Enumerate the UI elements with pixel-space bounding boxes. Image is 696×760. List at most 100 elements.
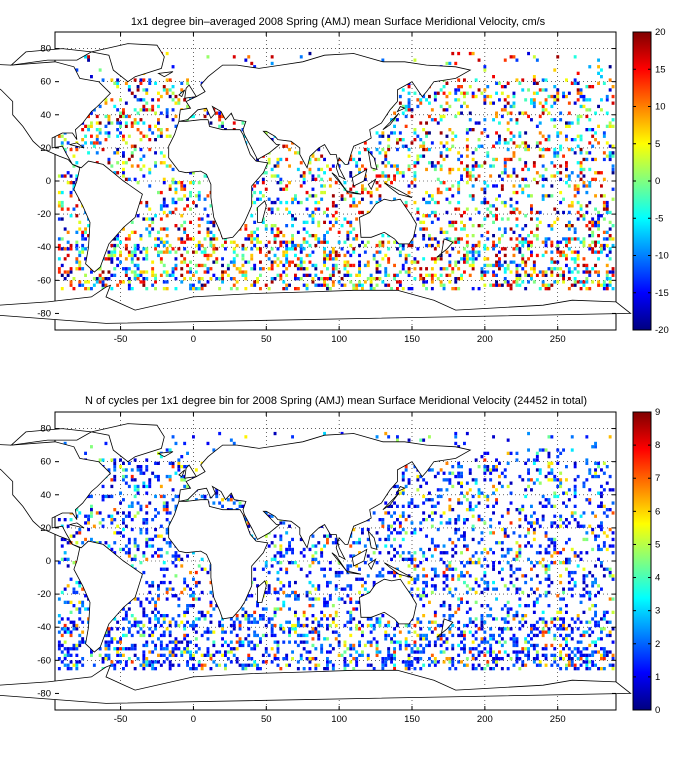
data-cell	[279, 240, 283, 244]
data-cell	[253, 267, 257, 271]
data-cell	[209, 243, 213, 248]
data-cell	[477, 627, 481, 631]
data-cell	[393, 273, 396, 277]
data-cell	[436, 623, 440, 628]
data-cell	[294, 151, 297, 155]
data-cell	[480, 144, 484, 148]
data-cell	[500, 567, 504, 571]
data-cell	[343, 660, 347, 664]
data-cell	[381, 574, 385, 578]
data-cell	[524, 287, 528, 291]
data-cell	[104, 647, 108, 651]
data-cell	[573, 257, 577, 261]
data-cell	[247, 633, 251, 638]
data-cell	[384, 253, 388, 258]
data-cell	[503, 230, 507, 234]
data-cell	[63, 647, 67, 651]
data-cell	[375, 243, 379, 248]
data-cell	[349, 154, 353, 158]
data-cell	[148, 217, 152, 221]
data-cell	[183, 650, 187, 654]
data-cell	[81, 237, 85, 241]
data-cell	[142, 570, 146, 575]
data-cell	[442, 144, 446, 148]
data-cell	[299, 267, 303, 271]
data-cell	[608, 210, 612, 215]
data-cell	[116, 78, 120, 82]
data-cell	[326, 277, 329, 281]
data-cell	[396, 287, 399, 291]
data-cell	[165, 614, 169, 618]
data-cell	[288, 210, 291, 215]
data-cell	[422, 280, 426, 284]
data-cell	[387, 234, 391, 238]
data-cell	[174, 594, 178, 598]
data-cell	[282, 590, 286, 595]
data-cell	[498, 650, 501, 654]
data-cell	[541, 647, 545, 651]
data-cell	[113, 267, 117, 271]
data-cell	[378, 574, 382, 578]
data-cell	[107, 121, 111, 125]
data-cell	[585, 584, 589, 588]
data-cell	[457, 51, 461, 56]
data-cell	[151, 640, 155, 644]
data-cell	[492, 667, 495, 671]
data-cell	[162, 88, 166, 92]
colorbar-tick-label: -5	[655, 213, 663, 224]
data-cell	[66, 650, 70, 654]
data-cell	[605, 650, 609, 654]
data-cell	[439, 267, 443, 271]
data-cell	[139, 157, 143, 162]
data-cell	[212, 237, 216, 241]
data-cell	[331, 194, 335, 198]
data-cell	[375, 164, 379, 168]
data-cell	[486, 263, 490, 268]
data-cell	[553, 280, 557, 284]
data-cell	[317, 157, 321, 162]
data-cell	[512, 104, 516, 109]
data-cell	[197, 663, 201, 667]
data-cell	[588, 128, 592, 132]
data-cell	[611, 610, 615, 614]
data-cell	[442, 587, 446, 591]
data-cell	[538, 88, 542, 92]
data-cell	[591, 574, 595, 578]
data-cell	[250, 594, 254, 598]
data-cell	[84, 280, 87, 284]
data-cell	[154, 138, 157, 142]
data-cell	[247, 663, 251, 667]
data-cell	[66, 270, 70, 274]
data-cell	[221, 277, 224, 281]
data-cell	[122, 607, 125, 611]
data-cell	[611, 224, 615, 228]
data-cell	[387, 657, 391, 661]
data-cell	[355, 287, 359, 291]
data-cell	[442, 287, 446, 291]
data-cell	[122, 617, 125, 621]
data-cell	[410, 141, 414, 145]
data-cell	[57, 270, 61, 274]
data-cell	[416, 587, 420, 591]
data-cell	[480, 640, 484, 644]
data-cell	[119, 240, 122, 244]
data-cell	[294, 253, 297, 258]
data-cell	[226, 267, 230, 271]
data-cell	[87, 124, 90, 128]
data-cell	[407, 287, 411, 291]
data-cell	[483, 187, 487, 191]
data-cell	[495, 243, 498, 248]
data-cell	[492, 587, 495, 591]
data-cell	[288, 240, 291, 244]
data-cell	[60, 200, 64, 205]
data-cell	[296, 167, 300, 172]
data-cell	[378, 134, 382, 138]
data-cell	[264, 650, 268, 654]
data-cell	[471, 663, 475, 667]
data-cell	[151, 104, 155, 109]
data-cell	[375, 260, 379, 264]
data-cell	[355, 577, 359, 581]
data-cell	[171, 650, 175, 654]
data-cell	[413, 623, 417, 628]
data-cell	[369, 190, 373, 195]
